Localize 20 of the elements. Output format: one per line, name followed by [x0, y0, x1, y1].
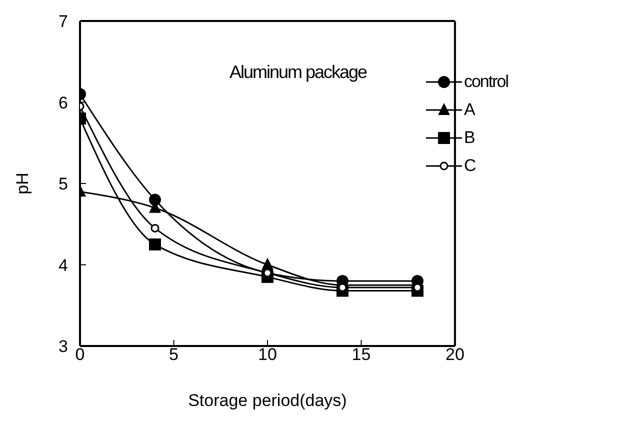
x-tick-label: 0	[75, 345, 85, 364]
point	[261, 258, 274, 270]
y-tick-label: 5	[58, 174, 68, 194]
y-tick-label: 4	[58, 256, 68, 275]
point	[150, 224, 160, 232]
x-tick-label: 10	[258, 345, 277, 364]
y-axis-title: pH	[13, 172, 32, 194]
x-axis-title: Storage period(days)	[188, 391, 347, 410]
text: Aluminum package	[229, 62, 368, 82]
y-tick-label: 6	[58, 93, 68, 112]
legend-label: B	[464, 127, 474, 149]
x-tick-label: 5	[169, 345, 178, 364]
y-tick-label: 3	[58, 337, 68, 356]
legend-label: control	[464, 71, 508, 93]
x-tick-label: 20	[446, 345, 464, 364]
x-tick-label: 15	[352, 345, 371, 364]
legend-label: C	[464, 155, 476, 177]
point	[148, 238, 161, 250]
legend-label: A	[464, 99, 474, 121]
y-tick-label: 7	[58, 12, 68, 32]
